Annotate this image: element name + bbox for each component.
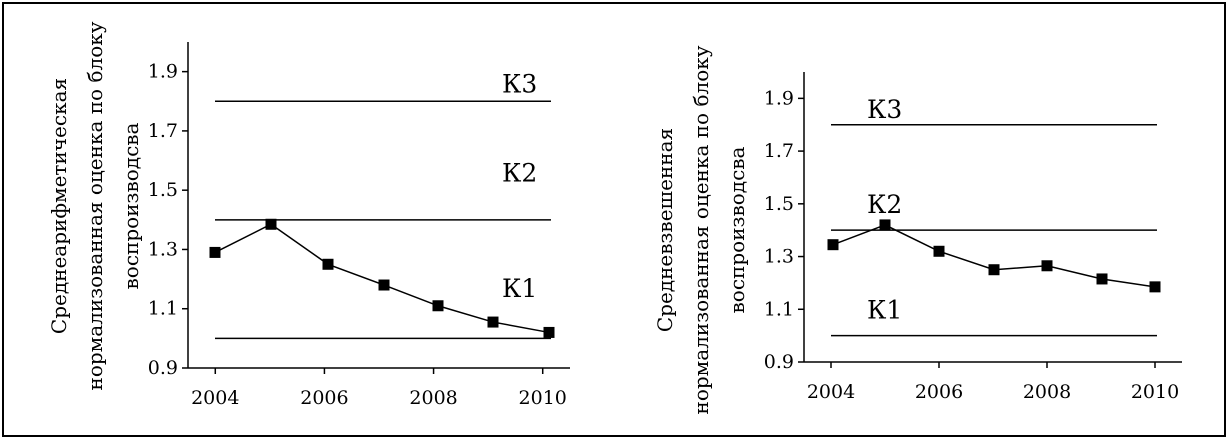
data-point-marker xyxy=(378,279,390,291)
y-tick-label: 0.9 xyxy=(764,351,794,373)
data-point-marker xyxy=(322,258,334,270)
zone-label: К3 xyxy=(502,69,537,98)
y-axis-label-line: нормализованная оценка по блоку xyxy=(83,21,107,390)
x-tick-label: 2008 xyxy=(1023,381,1071,403)
y-axis-label-line: воспроизводсва xyxy=(725,146,749,313)
x-tick-label: 2006 xyxy=(300,387,348,409)
chart-1: 0.9 1.1 1.3 1.5 1.7 1.9 2004 2006 2008 2010 К3 К2 К1… xyxy=(47,21,570,409)
data-point-marker xyxy=(265,218,277,230)
y-axis-label-line: нормализованная оценка по блоку xyxy=(689,45,713,414)
zone-label: К1 xyxy=(502,274,537,303)
data-point-marker xyxy=(1096,273,1108,285)
zone-label: К2 xyxy=(867,190,902,219)
zone-label: К1 xyxy=(867,295,902,324)
data-point-marker xyxy=(209,246,221,258)
x-tick-label: 2006 xyxy=(915,381,963,403)
y-tick-label: 1.7 xyxy=(148,120,178,142)
y-axis-label-line: Средневзвешенная xyxy=(653,128,677,332)
y-tick-label: 1.5 xyxy=(764,193,794,215)
y-tick-label: 1.3 xyxy=(148,238,178,260)
x-tick-label: 2004 xyxy=(807,381,855,403)
y-tick-label: 1.1 xyxy=(764,298,794,320)
data-point-marker xyxy=(933,245,945,257)
data-point-marker xyxy=(988,264,1000,276)
zone-label: К3 xyxy=(867,95,902,124)
x-tick-label: 2010 xyxy=(519,387,567,409)
data-point-marker xyxy=(1149,281,1161,293)
x-tick-label: 2004 xyxy=(191,387,239,409)
y-tick-label: 1.1 xyxy=(148,298,178,320)
data-point-marker xyxy=(827,239,839,251)
x-tick-label: 2008 xyxy=(409,387,457,409)
data-point-marker xyxy=(543,326,555,338)
zone-label: К2 xyxy=(502,158,537,187)
y-tick-label: 1.5 xyxy=(148,179,178,201)
data-point-marker xyxy=(879,219,891,231)
y-tick-label: 1.9 xyxy=(148,61,178,83)
y-tick-label: 1.9 xyxy=(764,87,794,109)
y-tick-label: 0.9 xyxy=(148,357,178,379)
series-line xyxy=(214,223,550,334)
y-axis-label-line: Среднеарифметическая xyxy=(47,78,71,334)
chart-2: 0.9 1.1 1.3 1.5 1.7 1.9 2004 2006 2008 2010 К3 К2 К1… xyxy=(653,45,1182,415)
y-tick-label: 1.7 xyxy=(764,140,794,162)
y-tick-label: 1.3 xyxy=(764,246,794,268)
data-point-marker xyxy=(1041,260,1053,272)
data-point-marker xyxy=(432,300,444,312)
y-axis-label-line: воспроизводсва xyxy=(119,122,143,289)
figure-frame xyxy=(2,2,1226,437)
x-tick-label: 2010 xyxy=(1131,381,1179,403)
data-point-marker xyxy=(487,316,499,328)
